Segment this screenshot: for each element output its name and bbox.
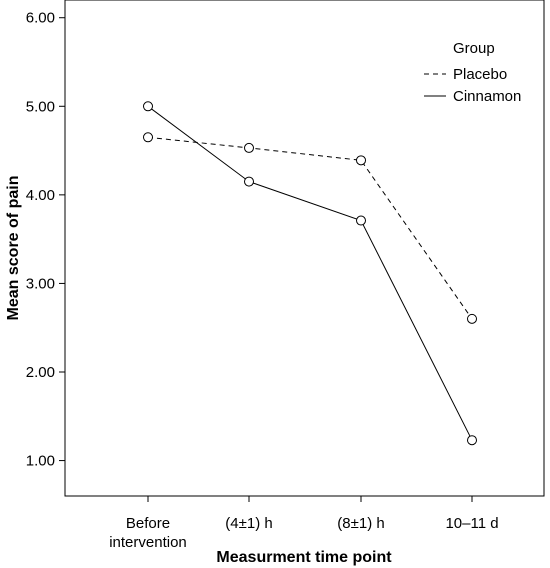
data-point-placebo (467, 313, 477, 324)
y-axis-title: Mean score of pain (5, 176, 22, 321)
x-tick-label: (8±1) h (337, 515, 384, 532)
legend-title: Group (453, 40, 495, 57)
x-axis-title: Measurment time point (216, 549, 392, 566)
data-point-cinnamon (244, 176, 254, 187)
legend-label-placebo: Placebo (453, 66, 507, 83)
data-point-placebo (356, 155, 366, 166)
y-tick-label: 2.00 (26, 364, 55, 381)
data-point-cinnamon (356, 215, 366, 226)
data-point-placebo (244, 142, 254, 153)
x-tick-label: (4±1) h (225, 515, 272, 532)
data-point-placebo (143, 132, 153, 143)
y-tick-label: 4.00 (26, 187, 55, 204)
y-tick-label: 5.00 (26, 98, 55, 115)
y-tick-label: 1.00 (26, 453, 55, 470)
x-axis-ticks: Before intervention (4±1) h (8±1) h 10–11 d (109, 496, 499, 551)
series-layer (143, 101, 477, 446)
plot-frame (64, 0, 545, 497)
data-point-cinnamon (143, 101, 153, 112)
legend: Group Placebo Cinnamon (424, 40, 521, 105)
series-line-placebo (147, 136, 473, 320)
y-axis-ticks: 1.00 2.00 3.00 4.00 5.00 6.00 (26, 10, 65, 470)
x-tick-label: intervention (109, 534, 187, 551)
x-tick-label: 10–11 d (445, 515, 498, 532)
y-tick-label: 3.00 (26, 275, 55, 292)
series-line-cinnamon (147, 105, 473, 441)
legend-label-cinnamon: Cinnamon (453, 88, 521, 105)
data-point-cinnamon (467, 435, 477, 446)
y-tick-label: 6.00 (26, 10, 55, 27)
x-tick-label: Before (126, 515, 170, 532)
